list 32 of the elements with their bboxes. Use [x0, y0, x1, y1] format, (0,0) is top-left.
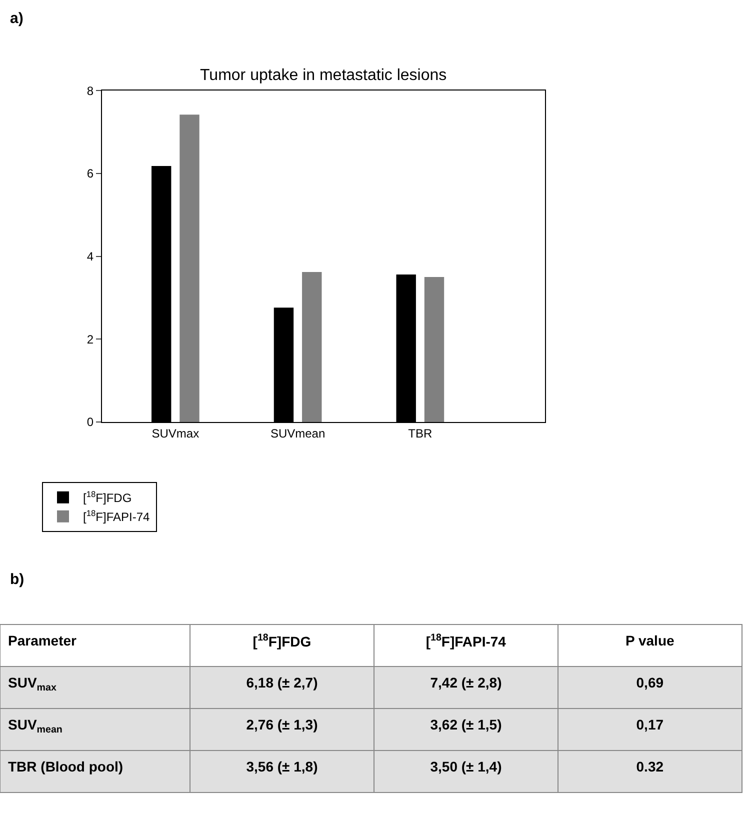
y-tick-label: 6	[86, 166, 94, 181]
text: 3,62 (± 1,5)	[430, 716, 502, 733]
y-tick-label: 4	[86, 249, 94, 264]
bar	[302, 272, 322, 422]
y-tick-label: 0	[86, 415, 94, 430]
text: 0.32	[636, 758, 664, 775]
category-label: [$^{18}$F]FDG	[252, 632, 312, 650]
category-label: [$^{18}$F]FAPI-74	[426, 632, 506, 650]
text: 3,56 (± 1,8)	[246, 758, 318, 775]
category-label: P value	[626, 632, 674, 649]
text: 2,76 (± 1,3)	[246, 716, 318, 733]
category-label: TBR (Blood pool)	[8, 758, 124, 775]
bar	[180, 114, 200, 422]
text: a)	[10, 10, 24, 27]
legend-label: [$^{18}$F]FAPI-74	[83, 508, 150, 524]
category-label: SUV$_{max}$	[8, 674, 56, 694]
y-tick-label: 2	[86, 332, 94, 346]
text: 3,50 (± 1,4)	[430, 758, 502, 775]
text: 0,69	[636, 674, 664, 691]
x-tick-label: SUVmean	[270, 426, 326, 440]
text: b)	[10, 571, 24, 588]
chart-title: Tumor uptake in metastatic lesions	[200, 67, 447, 84]
text: 6,18 (± 2,7)	[246, 674, 318, 691]
bar	[424, 276, 444, 422]
x-tick-label: TBR	[408, 426, 433, 440]
x-tick-label: SUVmax	[152, 426, 200, 440]
text: Parameter	[8, 632, 78, 649]
legend-label: [$^{18}$F]FDG	[83, 489, 132, 506]
category-label: SUV$_{mean}$	[8, 716, 62, 736]
text: 0,17	[636, 716, 664, 733]
text: 7,42 (± 2,8)	[430, 674, 502, 691]
y-tick-label: 8	[86, 84, 94, 98]
